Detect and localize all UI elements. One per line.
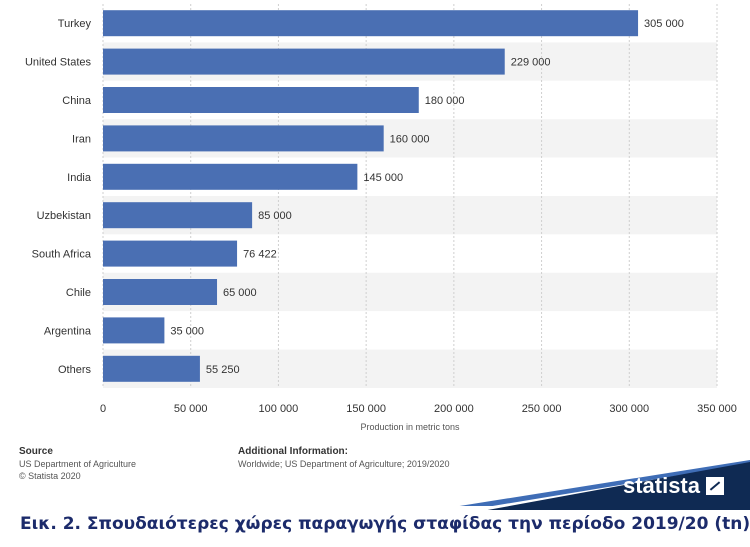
bar-value-label: 35 000	[170, 325, 204, 337]
bar	[103, 87, 419, 113]
x-tick-label: 0	[100, 403, 106, 415]
x-tick-label: 50 000	[174, 403, 208, 415]
bar-value-label: 180 000	[425, 95, 465, 107]
bar	[103, 10, 639, 37]
x-tick-label: 150 000	[346, 403, 386, 415]
x-tick-label: 250 000	[522, 403, 562, 415]
category-label: Turkey	[58, 18, 92, 30]
bar	[103, 317, 165, 344]
row-band	[103, 311, 717, 350]
category-label: South Africa	[32, 249, 92, 261]
source-line[interactable]: US Department of Agriculture	[19, 459, 137, 469]
additional-info-block: Additional Information: Worldwide; US De…	[238, 446, 449, 470]
x-axis-label: Production in metric tons	[360, 422, 460, 432]
source-block: Source US Department of Agriculture © St…	[19, 446, 136, 482]
category-label: China	[62, 95, 92, 107]
bar	[103, 125, 384, 152]
x-tick-label: 100 000	[259, 403, 299, 415]
bar-value-label: 76 422	[243, 249, 277, 261]
bar	[103, 202, 253, 229]
bar-value-label: 85 000	[258, 210, 292, 222]
brand-name: statista	[622, 473, 700, 498]
additional-info-title: Additional Information:	[238, 446, 348, 457]
bar-value-label: 229 000	[511, 57, 551, 69]
category-label: United States	[25, 57, 92, 69]
bar	[103, 355, 200, 382]
source-title: Source	[19, 446, 53, 457]
copyright-line: © Statista 2020	[19, 471, 81, 481]
x-tick-label: 200 000	[434, 403, 474, 415]
statista-logo[interactable]: statista	[623, 472, 724, 500]
category-label: Others	[58, 364, 92, 376]
x-tick-label: 300 000	[609, 403, 649, 415]
category-label: Uzbekistan	[37, 210, 91, 222]
category-label: Iran	[72, 133, 91, 145]
category-label: Argentina	[44, 325, 92, 337]
category-label: India	[67, 172, 92, 184]
bar-value-label: 145 000	[363, 172, 403, 184]
category-label: Chile	[66, 287, 91, 299]
chart-footer: Source US Department of Agriculture © St…	[0, 440, 750, 512]
row-band	[103, 349, 717, 388]
bar-value-label: 65 000	[223, 287, 257, 299]
additional-info-text: Worldwide; US Department of Agriculture;…	[238, 459, 450, 469]
bar	[103, 240, 238, 267]
figure-caption: Εικ. 2. Σπουδαιότερες χώρες παραγωγής στ…	[20, 514, 750, 534]
bar-value-label: 305 000	[644, 18, 684, 30]
bar-value-label: 160 000	[390, 133, 430, 145]
bar	[103, 163, 358, 190]
x-tick-label: 350 000	[697, 403, 737, 415]
bar	[103, 279, 218, 305]
bar	[103, 48, 505, 75]
statista-logo-icon	[706, 477, 724, 495]
bar-chart: 305 000 Turkey 229 000 United States 180 000…	[25, 4, 737, 432]
bar-value-label: 55 250	[206, 364, 240, 376]
